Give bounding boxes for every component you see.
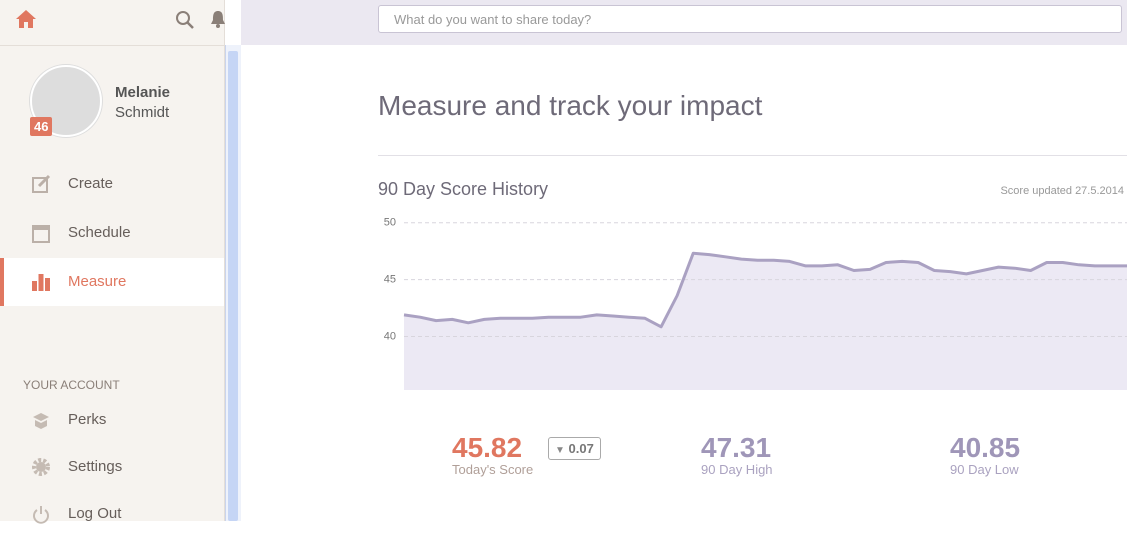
bell-icon[interactable] (208, 9, 228, 29)
sidebar: 46 Melanie Schmidt Create Schedule Measur… (0, 0, 225, 524)
sidebar-header (0, 0, 225, 46)
x-tick-label: APR 7 (697, 394, 729, 395)
scrollbar[interactable] (225, 45, 241, 521)
first-name: Melanie (115, 84, 171, 101)
stat-value: 45.82 (452, 432, 523, 463)
nav-item[interactable]: Perks (0, 396, 224, 444)
page-heading: Measure and track your impact (378, 90, 763, 121)
change-badge: ▼ 0.07 (548, 437, 601, 460)
schedule-icon (32, 225, 50, 243)
line (403, 251, 1127, 329)
home-icon[interactable] (15, 9, 37, 29)
nav-item[interactable]: Log Out (0, 490, 224, 538)
nav-label: Measure (68, 273, 127, 290)
stat: 40.85 90 Day Low (950, 432, 1020, 477)
stat: 45.82 Today's Score (452, 432, 533, 477)
area (404, 253, 1127, 390)
measure-icon (32, 274, 50, 291)
nav-label: Create (68, 175, 114, 192)
logout-icon (33, 506, 49, 524)
user-card: 46 Melanie Schmidt (30, 65, 170, 137)
page: {"search_placeholder": "What do you want… (0, 0, 1127, 524)
chart: 90 Day Score History Score updated 27.5.… (378, 179, 1127, 395)
y-tick-label: 40 (384, 330, 396, 342)
settings-icon (32, 458, 50, 476)
perks-icon (33, 413, 49, 429)
nav-label: Settings (68, 458, 123, 475)
nav-label: Log Out (68, 505, 122, 522)
nav-item[interactable]: Create (0, 160, 224, 208)
nav-label: Perks (68, 411, 107, 428)
badge: 46 (30, 117, 53, 136)
change-value: 0.07 (568, 441, 594, 456)
nav-item[interactable]: Measure (0, 258, 224, 306)
stat-label: 90 Day Low (950, 462, 1019, 477)
x-tick-label: MAR 10 (468, 394, 508, 395)
stat-label: 90 Day High (701, 462, 773, 477)
chart-title: 90 Day Score History (378, 179, 548, 199)
nav-item[interactable]: Settings (0, 443, 224, 491)
chart-subtitle: Score updated 27.5.2014 (1000, 185, 1124, 197)
y-tick-label: 45 (384, 274, 396, 286)
nav-label: Schedule (68, 224, 131, 241)
divider (378, 155, 1127, 156)
user-name: Melanie Schmidt (115, 83, 170, 123)
x-tick-label: MAR 24 (581, 394, 621, 395)
search-input[interactable]: What do you want to share today? (378, 5, 1122, 33)
nav-item[interactable]: Schedule (0, 209, 224, 257)
x-tick-label: MAY 5 (922, 394, 954, 395)
stat-value: 40.85 (950, 432, 1021, 463)
x-tick-label: MAY 19 (1032, 394, 1070, 395)
create-icon (32, 174, 51, 193)
top-bar: What do you want to share today? (241, 0, 1127, 45)
search-icon[interactable] (175, 10, 195, 30)
y-tick-label: 50 (384, 217, 396, 229)
last-name: Schmidt (115, 104, 170, 121)
section-title: YOUR ACCOUNT (23, 378, 120, 392)
x-tick-label: APR 21 (807, 394, 845, 395)
stat-value: 47.31 (701, 432, 772, 463)
stat: 47.31 90 Day High (701, 432, 773, 477)
stat-label: Today's Score (452, 462, 534, 477)
